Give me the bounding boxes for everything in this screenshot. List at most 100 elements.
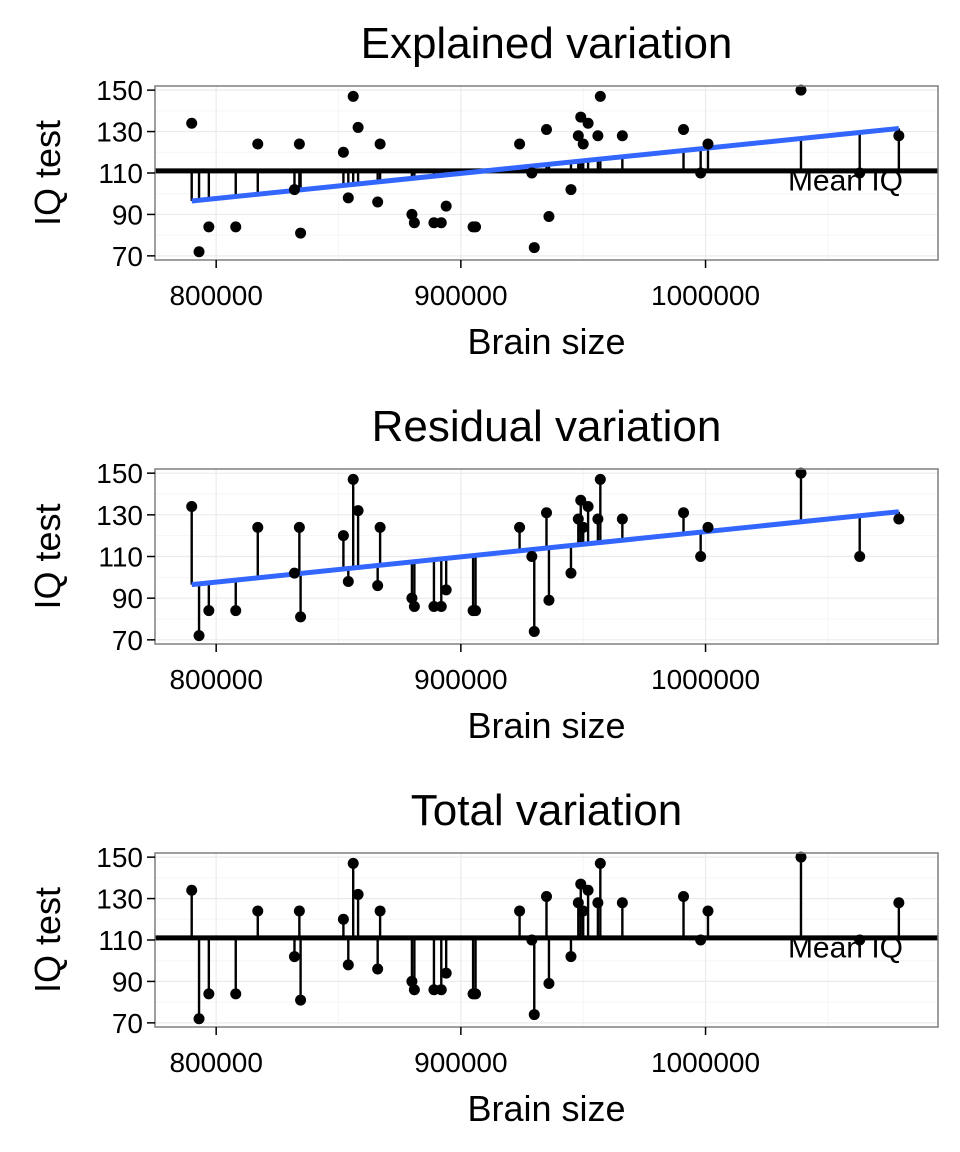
data-point [893,897,905,909]
data-point [342,192,354,204]
data-point [352,121,364,133]
data-point [565,951,577,963]
data-point [582,501,594,512]
data-point [514,138,526,150]
mean-iq-annotation: Mean IQ [788,932,903,965]
data-point [252,905,264,917]
y-axis: 70 90 110 130 150 [96,75,155,272]
data-point [288,567,300,579]
data-point [252,521,264,533]
data-point [616,513,628,525]
y-tick-label: 130 [96,117,143,148]
data-point [337,530,349,542]
data-point [854,167,866,179]
x-tick-label: 900000 [414,1047,507,1078]
data-point [252,138,264,150]
data-point [406,975,418,987]
y-tick-label: 130 [96,500,143,531]
data-point [193,246,205,258]
data-point [854,934,866,946]
data-point [592,513,604,525]
x-tick-label: 900000 [414,280,507,311]
y-tick-label: 150 [96,842,143,873]
data-point [702,138,714,150]
data-point [186,501,198,512]
data-point [342,959,354,971]
data-point [342,576,354,587]
data-point [528,1009,540,1021]
y-tick-label: 70 [112,1008,143,1039]
chart-title: Total variation [411,786,682,835]
data-point [193,1013,205,1025]
x-tick-label: 1000000 [651,280,760,311]
x-tick-label: 800000 [169,664,262,695]
data-point [854,551,866,562]
y-tick-label: 90 [112,199,143,230]
data-point [440,967,452,979]
data-point [295,227,307,239]
data-point [572,897,584,909]
x-axis: 800000 900000 1000000 [169,260,760,311]
y-tick-label: 150 [96,75,143,106]
data-point [577,138,589,150]
data-point [203,988,215,1000]
data-point [372,963,384,975]
y-tick-label: 150 [96,458,143,489]
data-point [795,84,807,96]
data-point [440,584,452,596]
data-point [288,184,300,196]
data-point [541,891,552,902]
y-tick-label: 110 [98,158,143,189]
data-point [186,117,198,129]
x-axis-title: Brain size [467,321,625,362]
x-tick-label: 1000000 [651,1047,760,1078]
data-point [575,111,587,123]
data-point [347,857,359,869]
data-point [203,221,215,233]
data-point [702,521,714,533]
chart-panel-2: Residual variation 70 90 110 130 150 800000 900… [27,402,939,746]
x-tick-label: 800000 [169,1047,262,1078]
data-point [352,505,364,517]
y-tick-label: 110 [98,542,143,573]
data-point [440,200,452,212]
data-point [408,984,420,996]
x-tick-label: 900000 [414,664,507,695]
y-axis-title: IQ test [27,503,68,609]
data-point [582,884,594,896]
data-points [186,851,905,1025]
chart-panel-1: Explained variation Mean IQ 70 90 110 130 150 8… [27,19,939,362]
data-point [543,211,555,222]
data-point [372,196,384,208]
data-point [893,513,905,525]
data-point [678,507,690,519]
data-point [293,138,305,150]
data-point [543,978,555,989]
data-point [203,605,215,617]
data-point [592,897,604,909]
y-axis: 70 90 110 130 150 [96,458,155,656]
data-point [582,117,594,129]
data-point [565,184,577,196]
data-point [186,884,198,896]
data-point [408,217,420,229]
data-point [565,567,577,579]
chart-title: Explained variation [361,19,733,68]
data-point [577,521,589,533]
data-point [230,988,242,1000]
data-point [678,891,690,902]
y-tick-label: 130 [96,884,143,915]
data-point [702,905,714,917]
data-point [893,130,905,142]
data-point [193,630,205,642]
regression-line [191,509,900,588]
data-point [528,626,540,637]
data-point [616,897,628,909]
data-point [374,521,386,533]
x-axis-title: Brain size [467,1088,625,1129]
data-point [337,913,349,925]
data-point [435,217,447,229]
data-point [678,124,690,135]
data-point [347,90,359,102]
